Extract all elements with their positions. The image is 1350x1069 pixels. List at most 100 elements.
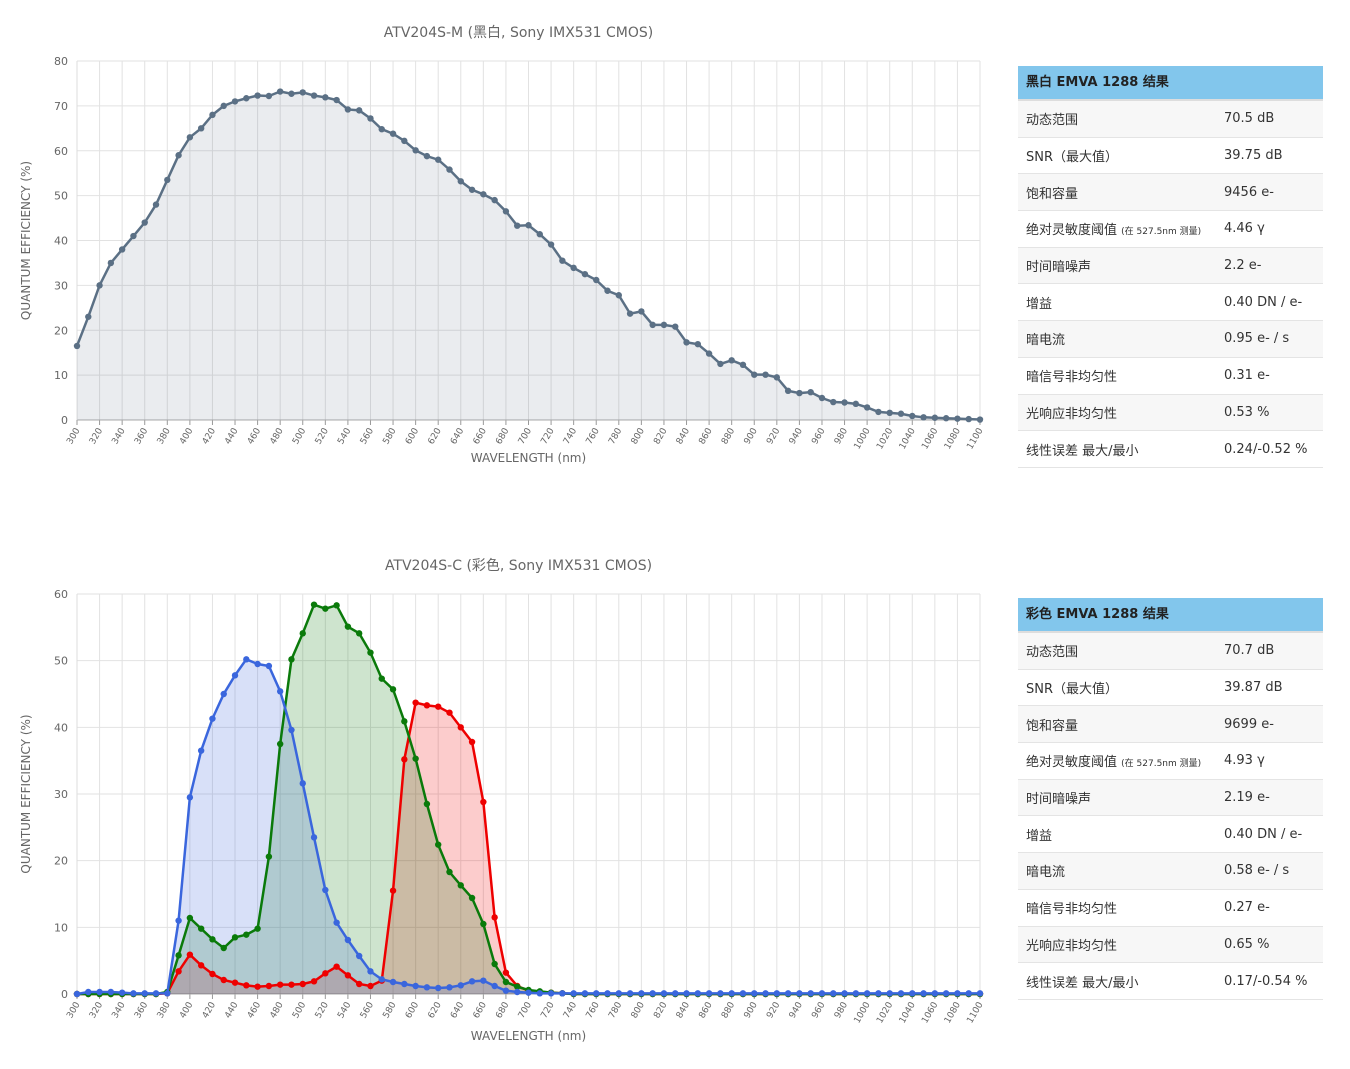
- data-point: [909, 412, 916, 420]
- data-point: [265, 92, 273, 100]
- x-tick-label: 900: [743, 1000, 760, 1020]
- data-point: [254, 983, 261, 990]
- data-point: [942, 990, 950, 997]
- row-value: 0.53 %: [1224, 404, 1270, 420]
- data-point: [423, 152, 431, 160]
- data-point: [310, 834, 318, 841]
- x-tick-label: 520: [314, 1000, 331, 1020]
- data-point: [457, 882, 464, 889]
- x-tick-label: 540: [336, 426, 353, 446]
- row-label-cell: 暗信号非均匀性: [1018, 898, 1224, 917]
- row-label: 绝对灵敏度阈值: [1026, 755, 1118, 771]
- x-tick-label: 1060: [920, 1000, 940, 1025]
- y-tick-label: 80: [54, 55, 68, 68]
- data-point: [412, 982, 419, 990]
- x-tick-label: 740: [562, 426, 579, 446]
- data-point: [502, 978, 510, 986]
- data-point: [276, 88, 284, 95]
- table-row: 时间暗噪声 2.2 e-: [1018, 247, 1323, 285]
- data-point: [536, 231, 543, 238]
- x-tick-label: 480: [269, 1000, 286, 1020]
- data-point: [435, 156, 442, 163]
- row-label: 时间暗噪声: [1026, 792, 1092, 808]
- x-tick-label: 1020: [875, 426, 895, 451]
- y-tick-label: 20: [54, 855, 68, 868]
- x-tick-label: 440: [223, 1000, 240, 1020]
- data-point: [547, 990, 555, 997]
- y-tick-label: 50: [54, 655, 68, 668]
- table-row: SNR（最大值） 39.87 dB: [1018, 670, 1323, 707]
- data-point: [254, 925, 261, 932]
- data-point: [288, 656, 295, 663]
- x-tick-label: 660: [472, 426, 489, 446]
- data-point: [355, 630, 363, 637]
- x-tick-label: 920: [765, 1000, 782, 1020]
- data-point: [491, 960, 498, 968]
- row-label: SNR（最大值）: [1026, 682, 1119, 698]
- data-point: [615, 990, 622, 997]
- x-tick-label: 340: [110, 1000, 127, 1020]
- x-tick-label: 420: [201, 1000, 218, 1020]
- x-tick-label: 360: [133, 1000, 150, 1020]
- data-point: [762, 371, 769, 378]
- data-point: [491, 196, 498, 204]
- data-point: [85, 988, 92, 996]
- data-point: [830, 990, 837, 997]
- data-point: [367, 649, 374, 656]
- data-point: [626, 310, 634, 317]
- row-value: 0.31 e-: [1224, 368, 1270, 384]
- data-point: [333, 602, 340, 609]
- data-point: [344, 106, 352, 113]
- data-point: [186, 914, 194, 922]
- x-tick-label: 360: [133, 426, 150, 446]
- data-point: [480, 191, 487, 198]
- data-point: [118, 246, 126, 253]
- y-tick-label: 50: [54, 190, 68, 203]
- x-tick-label: 380: [156, 1000, 173, 1020]
- row-label-cell: 暗电流: [1018, 861, 1224, 880]
- y-tick-label: 40: [54, 235, 68, 248]
- x-tick-label: 780: [607, 1000, 624, 1020]
- data-point: [547, 241, 555, 248]
- data-point: [209, 715, 216, 722]
- data-point: [446, 984, 453, 991]
- data-point: [243, 95, 250, 102]
- x-tick-label: 900: [743, 426, 760, 446]
- x-tick-label: 300: [65, 426, 82, 446]
- x-tick-label: 1040: [898, 1000, 918, 1025]
- data-point: [401, 756, 408, 763]
- row-label: 饱和容量: [1026, 718, 1079, 734]
- chart-title: ATV204S-C (彩色, Sony IMX531 CMOS): [385, 557, 652, 574]
- data-point: [288, 981, 295, 988]
- data-point: [197, 962, 205, 969]
- data-point: [457, 724, 464, 731]
- row-label-cell: 增益: [1018, 825, 1224, 844]
- data-point: [333, 919, 340, 926]
- y-tick-label: 0: [61, 414, 68, 427]
- row-label-cell: SNR（最大值）: [1018, 678, 1224, 697]
- data-point: [773, 374, 781, 381]
- data-point: [593, 990, 600, 997]
- data-point: [841, 399, 848, 406]
- data-point: [502, 987, 510, 994]
- table-title: 黑白 EMVA 1288 结果: [1018, 66, 1323, 101]
- data-point: [976, 416, 984, 423]
- data-point: [931, 990, 939, 997]
- x-tick-label: 380: [156, 426, 173, 446]
- data-point: [897, 990, 905, 997]
- data-point: [931, 414, 939, 421]
- row-label: 线性误差 最大/最小: [1026, 975, 1139, 991]
- data-point: [367, 115, 374, 122]
- x-tick-label: 860: [697, 426, 714, 446]
- table-row: 绝对灵敏度阈值 (在 527.5nm 测量) 4.46 γ: [1018, 211, 1323, 248]
- data-point: [107, 988, 115, 996]
- x-tick-label: 660: [472, 1000, 489, 1020]
- x-tick-label: 440: [223, 426, 240, 446]
- row-label-cell: 时间暗噪声: [1018, 256, 1224, 275]
- row-note: (在 527.5nm 测量): [1121, 227, 1202, 238]
- x-tick-label: 960: [810, 426, 827, 446]
- table-row: 光响应非均匀性 0.65 %: [1018, 926, 1323, 964]
- x-tick-label: 940: [788, 1000, 805, 1020]
- data-point: [446, 709, 453, 716]
- area-fill: [77, 604, 980, 994]
